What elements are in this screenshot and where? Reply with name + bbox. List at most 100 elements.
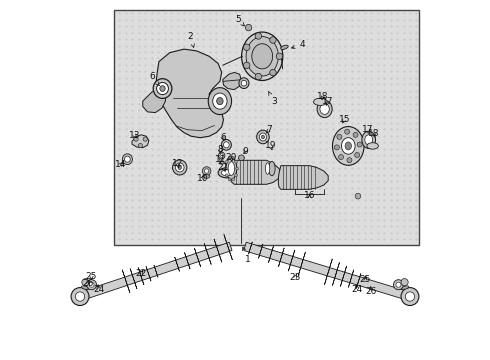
Circle shape	[202, 167, 211, 175]
Polygon shape	[132, 135, 149, 148]
Text: 6: 6	[149, 72, 159, 86]
Bar	[114, 10, 419, 244]
Circle shape	[235, 160, 238, 163]
Polygon shape	[156, 49, 223, 138]
Circle shape	[393, 280, 403, 290]
Polygon shape	[269, 246, 273, 263]
Text: 25: 25	[360, 275, 371, 284]
Text: 20: 20	[226, 153, 237, 162]
Polygon shape	[79, 242, 232, 301]
Ellipse shape	[269, 161, 275, 176]
Circle shape	[339, 154, 343, 159]
Ellipse shape	[153, 79, 172, 98]
Circle shape	[82, 279, 89, 286]
Polygon shape	[298, 252, 305, 275]
Ellipse shape	[333, 127, 364, 165]
Text: 1: 1	[243, 247, 251, 264]
Polygon shape	[138, 267, 144, 285]
Ellipse shape	[345, 142, 351, 150]
Polygon shape	[356, 274, 361, 288]
Ellipse shape	[221, 139, 231, 150]
Circle shape	[337, 134, 342, 139]
Circle shape	[396, 282, 401, 287]
Polygon shape	[341, 266, 346, 287]
Polygon shape	[223, 72, 242, 90]
Polygon shape	[154, 265, 158, 277]
Polygon shape	[332, 262, 340, 285]
Text: 15: 15	[339, 114, 350, 123]
Ellipse shape	[241, 80, 246, 86]
Text: 17: 17	[322, 97, 333, 106]
Polygon shape	[122, 270, 130, 293]
Text: 4: 4	[292, 40, 305, 49]
Ellipse shape	[175, 163, 184, 172]
Ellipse shape	[219, 161, 224, 164]
Ellipse shape	[124, 156, 130, 162]
Ellipse shape	[217, 98, 223, 105]
Ellipse shape	[252, 44, 272, 69]
Circle shape	[353, 132, 358, 137]
Ellipse shape	[213, 93, 227, 109]
Circle shape	[355, 153, 360, 158]
Polygon shape	[214, 239, 222, 262]
Circle shape	[71, 288, 89, 306]
Circle shape	[228, 178, 231, 181]
Text: 21: 21	[218, 163, 229, 172]
Text: 17: 17	[362, 125, 374, 134]
Polygon shape	[278, 248, 284, 267]
Ellipse shape	[239, 78, 249, 89]
Ellipse shape	[81, 286, 88, 289]
Text: 16: 16	[304, 191, 315, 200]
Text: 12: 12	[172, 159, 183, 168]
Circle shape	[134, 137, 138, 141]
Text: 25: 25	[86, 271, 97, 280]
Circle shape	[87, 280, 97, 290]
Ellipse shape	[218, 168, 236, 178]
Text: 6: 6	[220, 133, 225, 142]
Circle shape	[224, 167, 227, 170]
Text: 3: 3	[269, 91, 276, 105]
Circle shape	[401, 279, 408, 286]
Circle shape	[239, 155, 245, 161]
Circle shape	[245, 24, 252, 31]
Ellipse shape	[365, 135, 373, 145]
Circle shape	[344, 129, 350, 134]
Polygon shape	[244, 242, 411, 301]
Polygon shape	[204, 243, 211, 265]
Circle shape	[334, 145, 340, 150]
Circle shape	[235, 174, 238, 177]
Polygon shape	[248, 242, 252, 254]
Text: 18: 18	[368, 129, 380, 138]
Ellipse shape	[257, 130, 269, 144]
Ellipse shape	[208, 87, 232, 114]
Text: 8: 8	[217, 145, 223, 154]
Circle shape	[255, 33, 262, 39]
Ellipse shape	[172, 160, 187, 175]
Text: 24: 24	[93, 284, 104, 293]
Circle shape	[244, 44, 250, 50]
Ellipse shape	[160, 86, 165, 91]
Circle shape	[270, 37, 276, 43]
Polygon shape	[324, 259, 332, 285]
Circle shape	[75, 292, 85, 301]
Text: 11: 11	[215, 155, 226, 164]
Text: 9: 9	[242, 147, 248, 156]
Ellipse shape	[246, 37, 278, 76]
Circle shape	[228, 156, 231, 159]
Ellipse shape	[259, 133, 267, 141]
Polygon shape	[146, 266, 151, 281]
Text: 5: 5	[235, 15, 245, 26]
Circle shape	[244, 62, 250, 68]
Polygon shape	[278, 166, 328, 189]
Polygon shape	[231, 160, 281, 184]
Circle shape	[355, 193, 361, 199]
Ellipse shape	[266, 163, 270, 174]
Text: 26: 26	[82, 279, 94, 288]
Circle shape	[225, 160, 228, 163]
Circle shape	[89, 282, 94, 287]
Ellipse shape	[178, 166, 181, 170]
Ellipse shape	[261, 135, 265, 139]
Ellipse shape	[317, 100, 332, 118]
Polygon shape	[175, 257, 179, 271]
Ellipse shape	[223, 142, 229, 148]
